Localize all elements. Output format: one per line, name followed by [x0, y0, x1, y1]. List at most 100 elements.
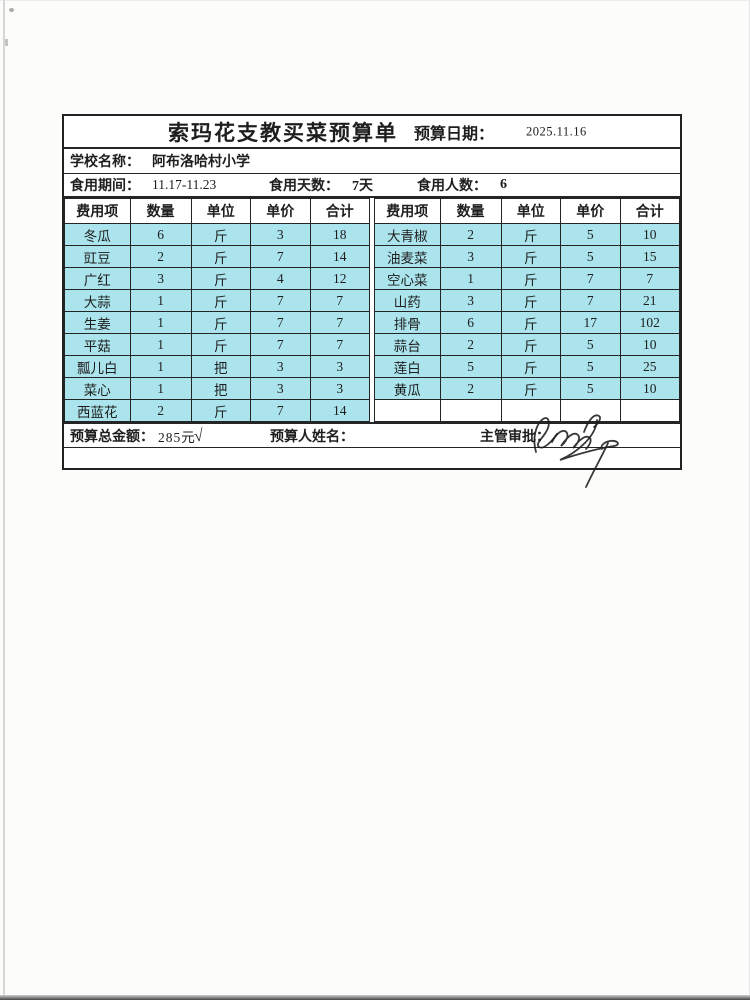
table-cell: 7 — [309, 311, 370, 334]
table-cell: 3 — [309, 377, 370, 400]
table-cell: 斤 — [500, 377, 562, 400]
paper-edge-left — [3, 0, 5, 1000]
table-row: 生姜 1 斤 7 7 — [64, 311, 370, 334]
table-row: 黄瓜 2 斤 5 10 — [374, 377, 680, 400]
table-cell: 5 — [439, 355, 502, 378]
table-cell: 莲白 — [374, 355, 441, 378]
right-table: 费用项 数量 单位 单价 合计 大青椒 2 斤 5 10 油麦菜 3 斤 5 15 空心菜 1 斤 7 7 山药 3 斤 7 2… — [374, 198, 680, 422]
table-cell: 斤 — [190, 311, 252, 334]
table-cell: 10 — [619, 377, 680, 400]
column-header: 费用项 — [374, 198, 441, 224]
budget-date-label: 预算日期： — [414, 125, 495, 143]
eating-days-label: 食用天数： — [269, 179, 339, 194]
table-cell: 斤 — [190, 223, 252, 246]
table-cell: 25 — [619, 355, 680, 378]
column-header: 单价 — [250, 198, 311, 224]
table-cell: 1 — [439, 267, 502, 290]
table-cell: 3 — [250, 223, 311, 246]
table-cell: 7 — [250, 399, 311, 422]
table-cell: 3 — [250, 377, 311, 400]
table-row: 瓢儿白 1 把 3 3 — [64, 355, 370, 378]
table-row: 冬瓜 6 斤 3 18 — [64, 223, 370, 246]
table-cell: 瓢儿白 — [64, 355, 131, 378]
column-header: 单位 — [500, 198, 562, 224]
column-header: 合计 — [309, 198, 370, 224]
table-cell: 3 — [250, 355, 311, 378]
table-cell: 斤 — [500, 223, 562, 246]
table-cell: 1 — [129, 377, 192, 400]
table-cell: 17 — [560, 311, 621, 334]
table-cell: 12 — [309, 267, 370, 290]
table-row: 广红 3 斤 4 12 — [64, 267, 370, 290]
table-cell — [560, 399, 621, 422]
budget-date-value: 2025.11.16 — [526, 124, 587, 138]
table-row: 大青椒 2 斤 5 10 — [374, 223, 680, 246]
table-cell: 斤 — [190, 245, 252, 268]
table-cell: 排骨 — [374, 311, 441, 334]
table-cell: 1 — [129, 355, 192, 378]
table-cell: 斤 — [500, 289, 562, 312]
table-cell: 5 — [560, 355, 621, 378]
period-row: 食用期间： 11.17-11.23 食用天数： 7天 食用人数： 6 — [64, 174, 680, 198]
paper-edge-bottom — [0, 995, 750, 1000]
table-row: 油麦菜 3 斤 5 15 — [374, 245, 680, 268]
blank-row — [64, 447, 680, 468]
budget-total-value: 285元 — [158, 429, 196, 445]
table-cell: 蒜台 — [374, 333, 441, 356]
scan-speck — [5, 39, 8, 46]
school-row: 学校名称： 阿布洛哈村小学 — [64, 149, 680, 174]
eating-period-value: 11.17-11.23 — [152, 177, 217, 192]
table-cell: 7 — [250, 333, 311, 356]
table-cell: 广红 — [64, 267, 131, 290]
table-cell: 18 — [309, 223, 370, 246]
table-cell: 6 — [439, 311, 502, 334]
approver-label: 主管审批： — [480, 429, 550, 445]
table-cell: 4 — [250, 267, 311, 290]
table-row: 山药 3 斤 7 21 — [374, 289, 680, 312]
table-cell: 10 — [619, 333, 680, 356]
table-cell: 7 — [309, 333, 370, 356]
table-cell: 黄瓜 — [374, 377, 441, 400]
table-cell: 冬瓜 — [64, 223, 131, 246]
table-cell: 斤 — [190, 399, 252, 422]
table-row: 空心菜 1 斤 7 7 — [374, 267, 680, 290]
table-cell: 7 — [250, 289, 311, 312]
column-header: 单价 — [560, 198, 621, 224]
table-cell: 油麦菜 — [374, 245, 441, 268]
paper-edge-top — [0, 0, 750, 1]
table-row: 排骨 6 斤 17 102 — [374, 311, 680, 334]
table-cell: 2 — [129, 399, 192, 422]
table-row: 大蒜 1 斤 7 7 — [64, 289, 370, 312]
table-cell: 5 — [560, 245, 621, 268]
table-cell: 大蒜 — [64, 289, 131, 312]
table-cell: 7 — [560, 267, 621, 290]
table-cell — [500, 399, 562, 422]
table-cell: 5 — [560, 333, 621, 356]
table-cell: 斤 — [500, 311, 562, 334]
table-cell: 豇豆 — [64, 245, 131, 268]
table-cell: 3 — [309, 355, 370, 378]
table-cell: 斤 — [500, 267, 562, 290]
table-row — [374, 399, 680, 422]
eating-people-value: 6 — [500, 177, 507, 192]
table-cell: 2 — [439, 377, 502, 400]
table-cell: 5 — [560, 377, 621, 400]
table-cell: 14 — [309, 399, 370, 422]
table-cell: 2 — [439, 223, 502, 246]
header-row: 费用项 数量 单位 单价 合计 — [64, 198, 370, 224]
table-cell: 14 — [309, 245, 370, 268]
table-cell: 102 — [619, 311, 680, 334]
budget-form: 索玛花支教买菜预算单 预算日期： 2025.11.16 学校名称： 阿布洛哈村小… — [62, 114, 682, 470]
table-cell: 西蓝花 — [64, 399, 131, 422]
table-cell: 1 — [129, 311, 192, 334]
table-cell: 2 — [129, 245, 192, 268]
table-cell: 空心菜 — [374, 267, 441, 290]
table-cell: 7 — [309, 289, 370, 312]
table-row: 蒜台 2 斤 5 10 — [374, 333, 680, 356]
table-cell: 把 — [190, 377, 252, 400]
column-header: 单位 — [190, 198, 252, 224]
table-cell: 斤 — [500, 245, 562, 268]
table-cell: 7 — [250, 245, 311, 268]
table-cell: 斤 — [190, 289, 252, 312]
table-row: 西蓝花 2 斤 7 14 — [64, 399, 370, 422]
